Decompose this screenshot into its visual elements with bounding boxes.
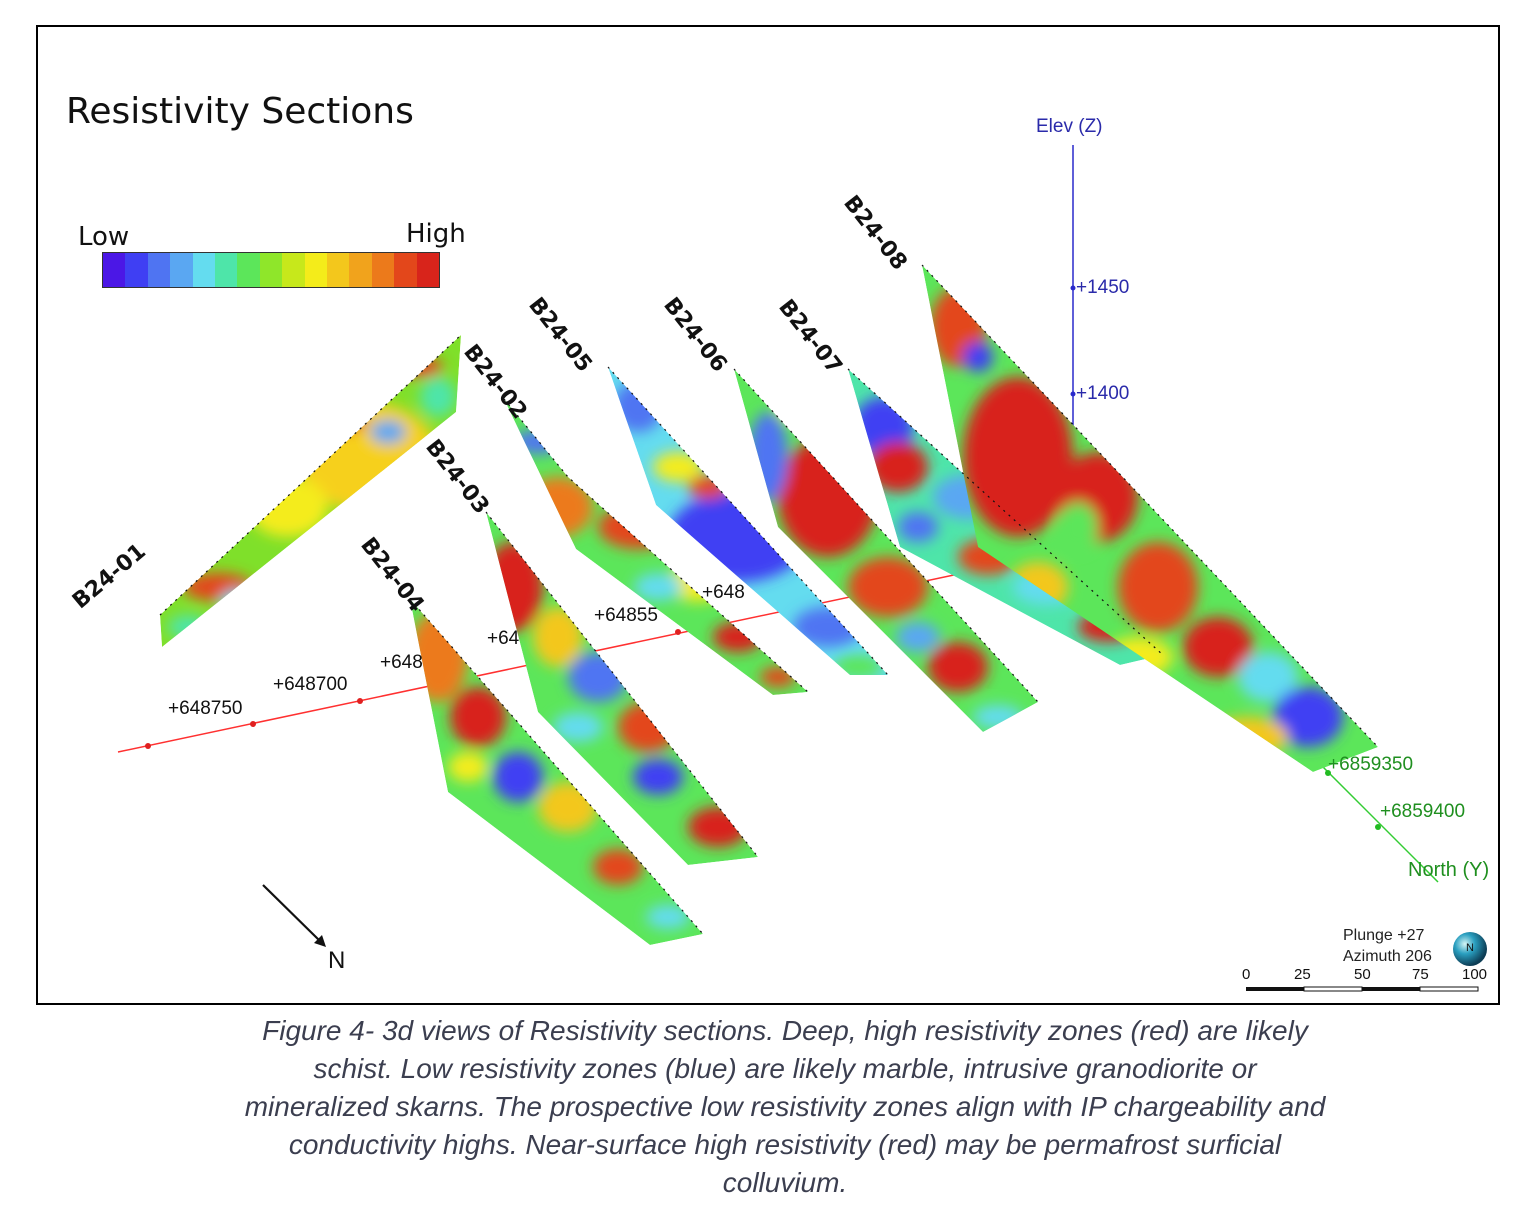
elevation-axis-label: Elev (Z) bbox=[1036, 116, 1103, 137]
northing-axis-label: North (Y) bbox=[1408, 859, 1490, 881]
azimuth-readout: Azimuth 206 bbox=[1343, 948, 1432, 965]
legend-high-label: High bbox=[406, 219, 466, 249]
colorbar-swatch bbox=[192, 253, 216, 287]
colorbar-swatch bbox=[349, 253, 372, 287]
colorbar-swatch bbox=[237, 253, 260, 287]
scale-bar-label: 50 bbox=[1354, 966, 1371, 983]
colorbar-swatch bbox=[215, 253, 238, 287]
colorbar-swatch bbox=[103, 253, 126, 287]
colorbar-swatch bbox=[416, 253, 440, 287]
easting-tick-marker bbox=[250, 721, 256, 727]
figure-title: Resistivity Sections bbox=[66, 91, 414, 132]
caption-line: Figure 4- 3d views of Resistivity sectio… bbox=[262, 1015, 1308, 1046]
elevation-tick-marker bbox=[1070, 285, 1076, 291]
scale-bar bbox=[1246, 986, 1479, 992]
figure-caption: Figure 4- 3d views of Resistivity sectio… bbox=[120, 1012, 1450, 1202]
resistivity-colorbar bbox=[102, 252, 440, 288]
north-arrow-label: N bbox=[328, 947, 346, 974]
northing-axis-line bbox=[1322, 766, 1439, 883]
scale-bar-label: 0 bbox=[1242, 966, 1251, 983]
easting-tick-label: +64855 bbox=[594, 605, 658, 626]
elevation-tick-marker bbox=[1070, 391, 1076, 397]
orientation-globe-icon bbox=[1453, 932, 1487, 966]
easting-tick-label: +64 bbox=[487, 628, 520, 649]
scale-bar-label: 75 bbox=[1412, 966, 1429, 983]
colorbar-swatch bbox=[371, 253, 395, 287]
caption-line: conductivity highs. Near-surface high re… bbox=[288, 1129, 1282, 1160]
northing-tick-marker bbox=[1325, 770, 1331, 776]
colorbar-swatch bbox=[327, 253, 350, 287]
colorbar-swatch bbox=[147, 253, 171, 287]
scale-bar-label: 25 bbox=[1294, 966, 1311, 983]
easting-tick-marker bbox=[675, 629, 681, 635]
plunge-readout: Plunge +27 bbox=[1343, 927, 1425, 944]
legend-low-label: Low bbox=[78, 222, 130, 252]
elevation-tick-label: +1450 bbox=[1076, 277, 1130, 298]
colorbar-swatch bbox=[304, 253, 328, 287]
colorbar-swatch bbox=[259, 253, 283, 287]
caption-line: mineralized skarns. The prospective low … bbox=[244, 1091, 1326, 1122]
caption-line: schist. Low resistivity zones (blue) are… bbox=[313, 1053, 1257, 1084]
easting-tick-marker bbox=[145, 743, 151, 749]
north-arrow-head bbox=[314, 935, 326, 947]
3d-section-view bbox=[117, 145, 1487, 992]
caption-line: colluvium. bbox=[722, 1167, 848, 1198]
easting-tick-label: +648 bbox=[380, 652, 423, 673]
easting-tick-label: +648700 bbox=[273, 674, 348, 695]
colorbar-swatch bbox=[170, 253, 193, 287]
northing-tick-marker bbox=[1375, 824, 1381, 830]
northing-tick-label: +6859400 bbox=[1380, 801, 1466, 822]
north-arrow-line bbox=[262, 884, 322, 943]
globe-north-label: N bbox=[1466, 942, 1474, 954]
scale-bar-label: 100 bbox=[1462, 966, 1488, 983]
colorbar-swatch bbox=[394, 253, 417, 287]
section-surface-lines bbox=[159, 264, 1379, 935]
easting-tick-marker bbox=[357, 698, 363, 704]
colorbar-swatch bbox=[282, 253, 305, 287]
colorbar-swatch bbox=[125, 253, 148, 287]
elevation-tick-label: +1400 bbox=[1076, 383, 1130, 404]
figure-frame: Resistivity Sections Low High bbox=[36, 25, 1500, 1005]
northing-tick-label: +6859350 bbox=[1328, 754, 1414, 775]
easting-tick-label: +648 bbox=[702, 582, 745, 603]
easting-tick-label: +648750 bbox=[168, 698, 243, 719]
